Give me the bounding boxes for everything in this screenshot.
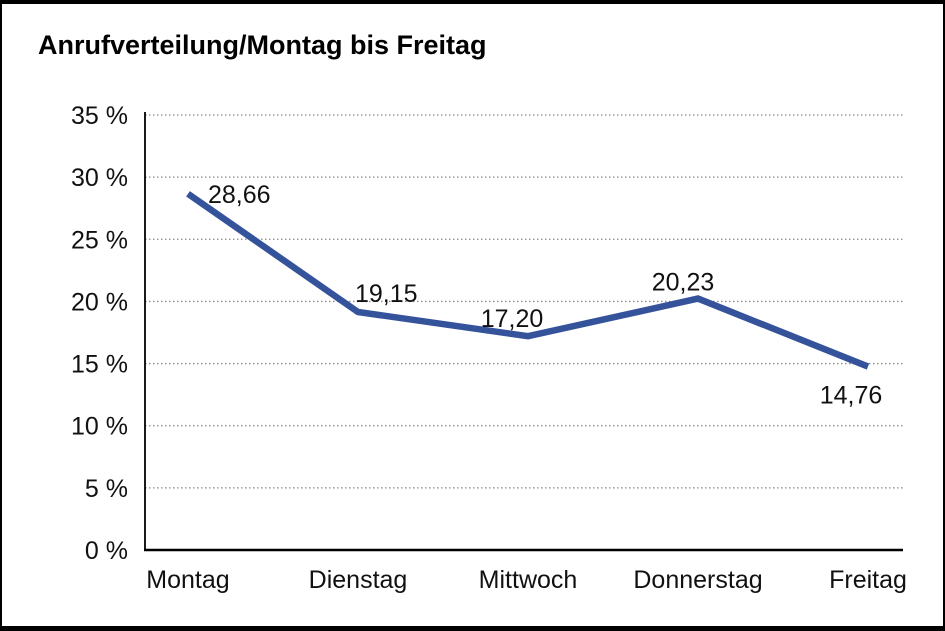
data-point-label: 14,76: [820, 382, 883, 410]
y-axis-tick-label: 30 %: [71, 164, 128, 192]
x-axis-category-label: Montag: [146, 566, 229, 594]
y-axis-tick-label: 10 %: [71, 413, 128, 441]
y-axis-tick-label: 35 %: [71, 102, 128, 130]
data-point-label: 28,66: [208, 181, 271, 209]
chart-title: Anrufverteilung/Montag bis Freitag: [38, 30, 487, 60]
x-axis-category-label: Freitag: [829, 566, 907, 594]
x-axis-category-label: Donnerstag: [633, 566, 762, 594]
data-point-label: 19,15: [355, 280, 418, 308]
data-line: [186, 191, 870, 370]
y-axis-tick-label: 20 %: [71, 288, 128, 316]
y-axis-tick-label: 15 %: [71, 351, 128, 379]
x-axis-category-label: Dienstag: [309, 566, 408, 594]
data-point-label: 20,23: [652, 269, 715, 297]
data-point-label: 17,20: [481, 305, 544, 333]
x-axis-category-label: Mittwoch: [479, 566, 578, 594]
y-axis-tick-label: 25 %: [71, 226, 128, 254]
y-axis-tick-label: 0 %: [85, 537, 128, 565]
y-axis-tick-label: 5 %: [85, 475, 128, 503]
